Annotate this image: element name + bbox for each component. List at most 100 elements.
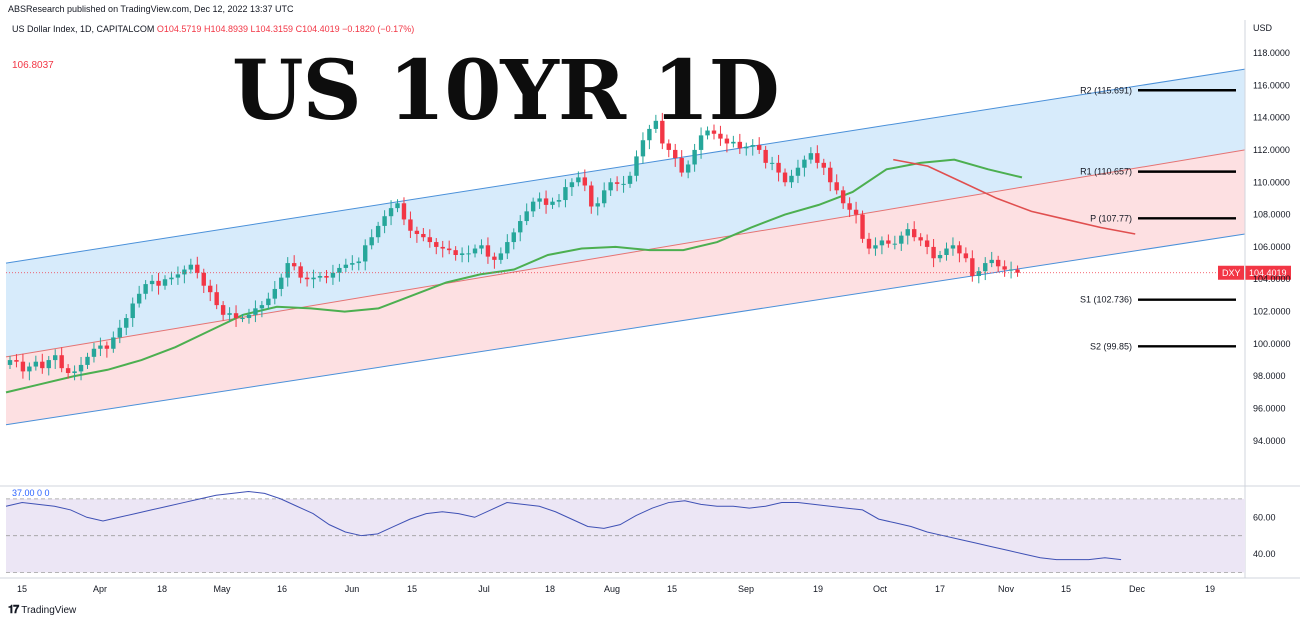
candle <box>666 139 671 158</box>
rsi-tick-label: 60.00 <box>1253 512 1276 522</box>
candle <box>537 192 542 209</box>
candle-body <box>156 280 161 286</box>
price-axis[interactable]: USD 118.0000 116.0000 114.0000 112.0000 110.0… <box>1244 20 1291 578</box>
candle-body <box>789 175 794 183</box>
tradingview-brand[interactable]: 𝟏𝟕 TradingView <box>8 604 76 617</box>
candle <box>472 244 478 258</box>
time-tick-label: 15 <box>1061 584 1071 594</box>
candle-body <box>104 345 110 349</box>
candle <box>860 210 865 243</box>
candle-body <box>873 245 878 249</box>
time-tick-label: 18 <box>157 584 167 594</box>
candle-body <box>195 264 200 273</box>
time-tick-label: 15 <box>17 584 27 594</box>
candle-body <box>446 248 452 251</box>
candle-body <box>208 285 213 293</box>
candle-body <box>466 253 471 255</box>
candle <box>188 258 194 274</box>
candle <box>660 112 665 150</box>
candle-body <box>369 237 374 246</box>
candle <box>440 240 445 258</box>
price-tick-label: 116.0000 <box>1253 80 1290 90</box>
candle <box>892 235 898 250</box>
candle-body <box>647 128 652 141</box>
candle-body <box>388 208 394 217</box>
rsi-pane: 60.00 40.00 <box>0 485 1300 573</box>
candle-body <box>653 120 659 129</box>
chart-title: US 10YR 1D <box>232 43 780 139</box>
candle-body <box>634 156 639 176</box>
candle <box>886 234 891 248</box>
candle-body <box>91 348 97 357</box>
last-price-symbol-box <box>1218 265 1244 280</box>
price-tick-label: 110.0000 <box>1253 177 1290 187</box>
candle <box>356 257 361 271</box>
time-tick-label: Jul <box>478 584 490 594</box>
time-axis[interactable]: 15 Apr 18 May 16 Jun 15 Jul 18 Aug 15 Sep 19 Oct 17 Nov… <box>0 577 1300 594</box>
candle <box>485 237 491 264</box>
candle-body <box>847 203 852 210</box>
price-tick-label: 94.0000 <box>1253 436 1286 446</box>
candle-body <box>518 221 523 233</box>
time-tick-label: Jun <box>345 584 360 594</box>
pivot-label: S1 (102.736) <box>1080 295 1132 305</box>
candle <box>608 178 613 196</box>
candle <box>524 203 529 226</box>
candle <box>285 257 290 287</box>
candle <box>375 221 381 243</box>
candle <box>556 194 562 208</box>
candle <box>705 126 710 140</box>
candle-body <box>291 263 297 267</box>
low-value: L104.3159 <box>250 24 294 34</box>
candle <box>33 355 39 371</box>
candle <box>931 238 936 268</box>
candle-body <box>1002 266 1007 270</box>
candle <box>647 124 652 150</box>
candle-body <box>543 198 549 205</box>
candle <box>324 270 329 284</box>
candle-body <box>485 245 491 257</box>
candle-body <box>537 198 542 202</box>
symbol-name: US Dollar Index, 1D, CAPITALCOM <box>12 24 155 34</box>
candle-body <box>731 141 736 144</box>
pivot-levels: DXY 104.4019 R2 (115.691) R1 (110.657) P (10… <box>6 85 1291 351</box>
candle <box>802 155 807 177</box>
candle <box>653 114 659 133</box>
candle-body <box>59 355 64 369</box>
candle <box>53 349 58 369</box>
candle <box>162 275 168 290</box>
time-tick-label: May <box>213 584 231 594</box>
price-tick-label: 98.0000 <box>1253 371 1286 381</box>
candle-body <box>511 232 516 243</box>
candle-body <box>995 259 1001 267</box>
candle <box>995 255 1001 272</box>
candle-body <box>924 240 930 247</box>
candle <box>582 169 588 192</box>
candle-body <box>53 355 58 361</box>
candle-body <box>350 263 355 265</box>
candle-body <box>763 149 768 163</box>
candle-body <box>337 267 342 273</box>
candle <box>621 175 626 193</box>
candle <box>395 199 400 213</box>
candle-body <box>834 182 839 191</box>
candle-body <box>821 162 826 168</box>
candle-body <box>737 141 743 149</box>
candle-body <box>621 183 626 185</box>
candle-body <box>627 175 633 184</box>
candle <box>718 125 723 146</box>
candle-body <box>776 162 781 173</box>
open-value: O104.5719 <box>156 24 202 34</box>
last-price-symbol: DXY <box>1222 268 1241 278</box>
candle-body <box>744 146 749 149</box>
time-tick-label: Oct <box>873 584 888 594</box>
candle-body <box>957 245 962 254</box>
candle-body <box>899 235 904 244</box>
candle-body <box>214 292 219 306</box>
change-value: −0.1820 (−0.17%) <box>342 24 415 34</box>
candle <box>569 178 575 196</box>
channel-lower-line <box>5 233 1246 426</box>
candle-body <box>440 246 445 249</box>
candle-body <box>7 360 13 365</box>
